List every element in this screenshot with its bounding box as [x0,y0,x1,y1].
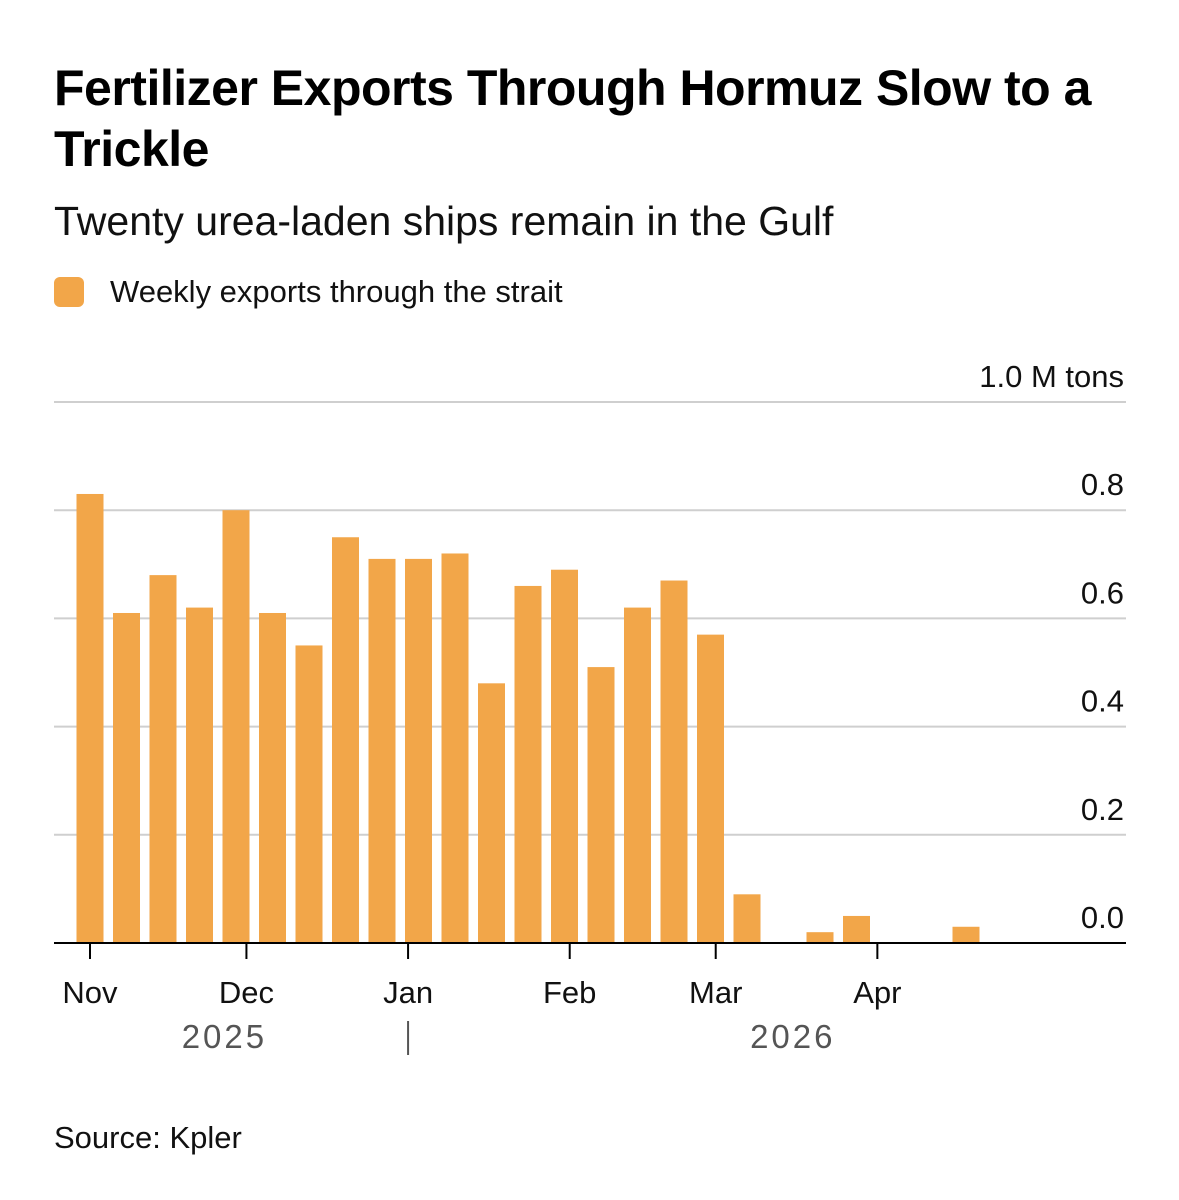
legend: Weekly exports through the strait [54,274,563,310]
legend-swatch [54,277,84,307]
bar [405,558,432,943]
x-tick-label: Mar [689,975,742,1010]
y-tick-label: 1.0 M tons [979,359,1124,394]
chart-subtitle: Twenty urea-laden ships remain in the Gu… [54,198,834,244]
bar [514,585,542,943]
y-tick-label: 0.4 [1081,684,1124,719]
bar [551,569,578,943]
bar [806,932,834,943]
legend-label: Weekly exports through the strait [110,274,563,309]
x-axis: Nov Dec Jan Feb Mar Apr 2025 2026 [54,942,1126,1055]
bar [332,537,359,943]
x-tick-label: Feb [543,975,596,1010]
bar [843,915,870,943]
x-tick-label: Nov [62,975,118,1010]
bar [952,926,980,943]
year-label: 2025 [182,1018,267,1055]
bar [368,558,396,943]
bar-chart: 0.0 0.2 0.4 0.6 0.8 1.0 M tons Nov Dec Jan Feb Ma… [54,359,1126,1055]
y-tick-label: 0.6 [1081,575,1124,610]
bar [222,510,250,943]
bar [149,575,177,943]
x-tick-label: Jan [383,975,433,1010]
bar [186,607,213,943]
bar [660,580,688,943]
x-tick-label: Apr [853,975,901,1010]
bars [76,493,980,943]
bar [76,493,104,943]
source-note: Source: Kpler [54,1120,242,1155]
y-tick-label: 0.2 [1081,792,1124,827]
bar [441,553,469,943]
bar [733,894,761,943]
bar [587,667,615,943]
year-label: 2026 [750,1018,835,1055]
x-tick-label: Dec [219,975,274,1010]
chart-title: Fertilizer Exports Through Hormuz Slow t… [54,60,1091,177]
bar [478,683,505,943]
y-tick-label: 0.0 [1081,900,1124,935]
bar [259,612,286,943]
y-axis-ticks: 0.0 0.2 0.4 0.6 0.8 1.0 M tons [979,359,1124,935]
bar [113,612,140,943]
bar [624,607,651,943]
bar [697,634,724,943]
bar [295,645,323,943]
y-tick-label: 0.8 [1081,467,1124,502]
